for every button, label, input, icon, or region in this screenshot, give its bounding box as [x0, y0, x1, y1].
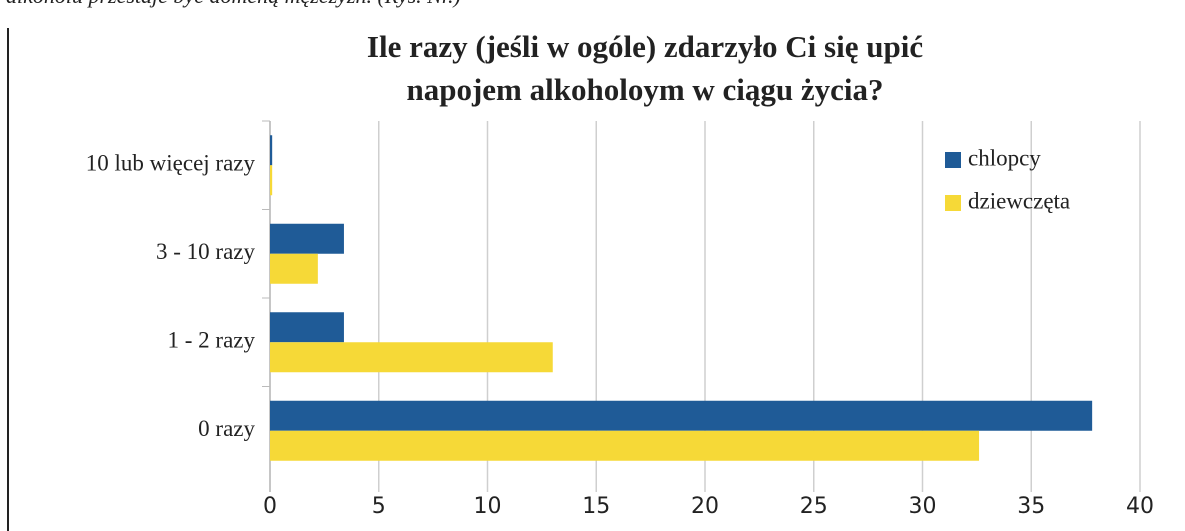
x-tick-label: 25 — [800, 494, 828, 519]
y-tick-label: 10 lub więcej razy — [86, 151, 256, 176]
legend-swatch — [945, 152, 961, 168]
bar — [270, 165, 273, 196]
x-tick-label: 20 — [691, 494, 719, 519]
x-tick-label: 15 — [582, 494, 610, 519]
legend-label: dziewczęta — [968, 188, 1070, 213]
y-tick-label: 0 razy — [198, 416, 255, 441]
bar — [270, 135, 273, 166]
bar — [270, 223, 344, 254]
x-tick-label: 40 — [1126, 494, 1154, 519]
bar — [270, 312, 344, 343]
caption: alkoholu przestaje być domeną mężczyzn. … — [6, 0, 461, 8]
x-tick-label: 5 — [372, 494, 386, 519]
x-tick-label: 30 — [909, 494, 937, 519]
y-tick-label: 3 - 10 razy — [156, 239, 255, 264]
bar — [270, 253, 318, 284]
x-tick-label: 35 — [1017, 494, 1045, 519]
bar — [270, 430, 980, 461]
legend-label: chlopcy — [968, 145, 1041, 170]
bar — [270, 342, 553, 373]
x-tick-label: 0 — [263, 494, 277, 519]
chart-title: napojem alkoholoym w ciągu życia? — [406, 72, 883, 107]
chart-title: Ile razy (jeśli w ogóle) zdarzyło Ci się… — [367, 29, 923, 64]
legend-swatch — [945, 195, 961, 211]
bar — [270, 400, 1093, 431]
y-tick-label: 1 - 2 razy — [168, 328, 256, 353]
x-tick-label: 10 — [474, 494, 502, 519]
